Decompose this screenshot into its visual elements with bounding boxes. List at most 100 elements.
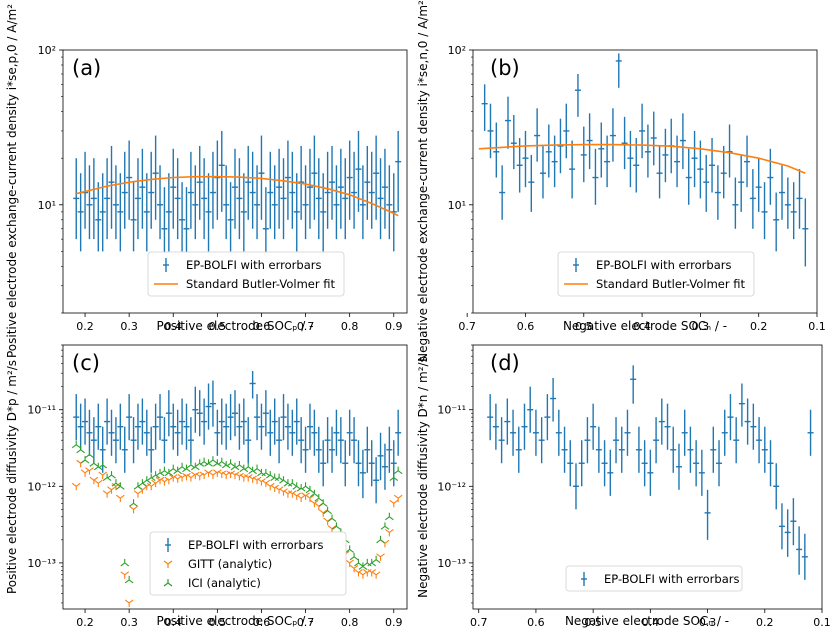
gitt-point <box>358 571 368 579</box>
x-tick-label: 0.3 <box>120 616 138 628</box>
x-tick-label: 0.2 <box>756 616 774 628</box>
gitt-point <box>116 494 125 503</box>
legend-b: EP-BOLFI with errorbars Standard Butler-V… <box>557 251 755 297</box>
gitt-point <box>310 499 319 508</box>
ylabel-c: Positive electrode diffusivity D*p / m²/… <box>5 360 19 594</box>
gitt-point <box>111 482 121 491</box>
ici-point <box>274 473 284 482</box>
yticks-d: 10⁻¹³ 10⁻¹² 10⁻¹¹ <box>437 344 473 604</box>
yticks-c: 10⁻¹³ 10⁻¹² 10⁻¹¹ <box>27 344 63 604</box>
panel-d: (d) Negative electrode SOCₙ / - Negative… <box>416 344 831 628</box>
ici-point <box>332 522 341 530</box>
xlabel-a: Positive electrode SOCₚ / - <box>157 319 314 333</box>
ici-point <box>186 460 196 469</box>
ici-point <box>85 450 94 458</box>
fit-line <box>478 143 806 174</box>
ici-point <box>226 459 235 467</box>
x-tick-label: 0.6 <box>527 616 545 628</box>
gitt-point <box>217 470 227 478</box>
ici-point <box>305 485 315 494</box>
yticks-b: 10¹ 10² <box>448 44 473 314</box>
ici-point <box>151 471 160 479</box>
x-tick-label: 0.8 <box>341 616 359 628</box>
gitt-point <box>71 482 81 491</box>
ici-point <box>120 558 130 567</box>
x-tick-label: 0.4 <box>165 320 183 333</box>
gitt-point <box>362 569 372 577</box>
x-tick-label: 0.6 <box>253 616 271 628</box>
y-tick-label: 10⁻¹³ <box>437 557 466 570</box>
gitt-point <box>164 476 174 485</box>
x-tick-label: 0.5 <box>209 616 227 628</box>
gitt-point <box>98 471 108 480</box>
gitt-point <box>371 571 381 579</box>
gitt-point <box>349 564 359 573</box>
y-tick-label: 10² <box>448 44 466 57</box>
xlabel-b: Negative electrode SOCₙ / - <box>563 319 727 333</box>
gitt-point <box>243 474 253 482</box>
ici-point <box>252 464 262 473</box>
ici-point <box>288 479 297 487</box>
data-d <box>487 365 814 580</box>
panel-a: (a) Positive electrode SOCₚ / - Positive… <box>5 4 408 358</box>
legend-label: EP-BOLFI with errorbars <box>188 538 323 552</box>
ici-point <box>389 473 399 482</box>
y-tick-label: 10⁻¹³ <box>27 557 56 570</box>
ici-point <box>164 468 174 477</box>
gitt-point <box>327 525 337 533</box>
gitt-point <box>393 494 403 503</box>
legend-box <box>149 531 347 596</box>
xticks-c: 0.2 0.3 0.4 0.5 0.6 0.7 0.8 0.9 <box>76 609 403 628</box>
x-tick-label: 0.1 <box>813 616 831 628</box>
gitt-point <box>133 490 143 498</box>
y-tick-label: 10⁻¹² <box>27 480 56 493</box>
ici-point <box>111 479 121 487</box>
panel-b: (b) Negative electrode SOCₙ / - Negative… <box>416 0 826 362</box>
gitt-point <box>151 479 160 488</box>
gitt-point <box>301 492 310 500</box>
ici-point <box>261 468 271 477</box>
gitt-point <box>199 471 209 480</box>
gitt-point <box>288 490 297 498</box>
ici-point <box>296 484 306 492</box>
gitt-point <box>261 479 271 488</box>
ici-point <box>292 482 302 490</box>
ici-point <box>173 466 182 475</box>
ici-point <box>354 558 363 567</box>
legend-c: EP-BOLFI with errorbars GITT (analytic) IC… <box>149 531 347 596</box>
ici-point <box>393 466 403 475</box>
legend-a: EP-BOLFI with errorbars Standard Butler-V… <box>147 251 345 297</box>
ici-point <box>318 499 328 507</box>
ici-point <box>221 460 231 469</box>
ici-point <box>283 479 293 487</box>
gitt-point <box>279 488 288 496</box>
gitt-point <box>168 474 178 482</box>
ici-point <box>248 466 257 475</box>
gitt-point <box>367 569 377 577</box>
ici-point <box>230 462 240 471</box>
ici-point <box>107 471 116 479</box>
legend-swatch-ici <box>163 579 173 587</box>
x-tick-label: 0.2 <box>750 320 768 333</box>
gitt-point <box>257 478 266 486</box>
gitt-point <box>265 482 275 491</box>
axes-frame-c <box>62 344 408 610</box>
x-tick-label: 0.4 <box>642 616 660 628</box>
ici-point <box>133 482 143 490</box>
ici-point <box>371 555 381 564</box>
gitt-point <box>204 469 213 477</box>
x-tick-label: 0.3 <box>120 320 138 333</box>
y-tick-label: 10² <box>38 44 56 57</box>
ici-point <box>98 460 108 469</box>
ici-point <box>265 471 275 479</box>
ici-point <box>235 460 244 469</box>
y-tick-label: 10¹ <box>448 199 466 212</box>
gitt-point <box>274 486 284 494</box>
ici-point <box>146 473 156 482</box>
gitt-point <box>93 479 103 488</box>
xlabel-c: Positive electrode SOCₚ / - <box>157 614 314 628</box>
ici-point <box>80 456 90 464</box>
gitt-point <box>160 478 169 486</box>
legend-box <box>565 565 743 592</box>
ylabel-a: Positive electrode exchange-current dens… <box>5 4 19 358</box>
